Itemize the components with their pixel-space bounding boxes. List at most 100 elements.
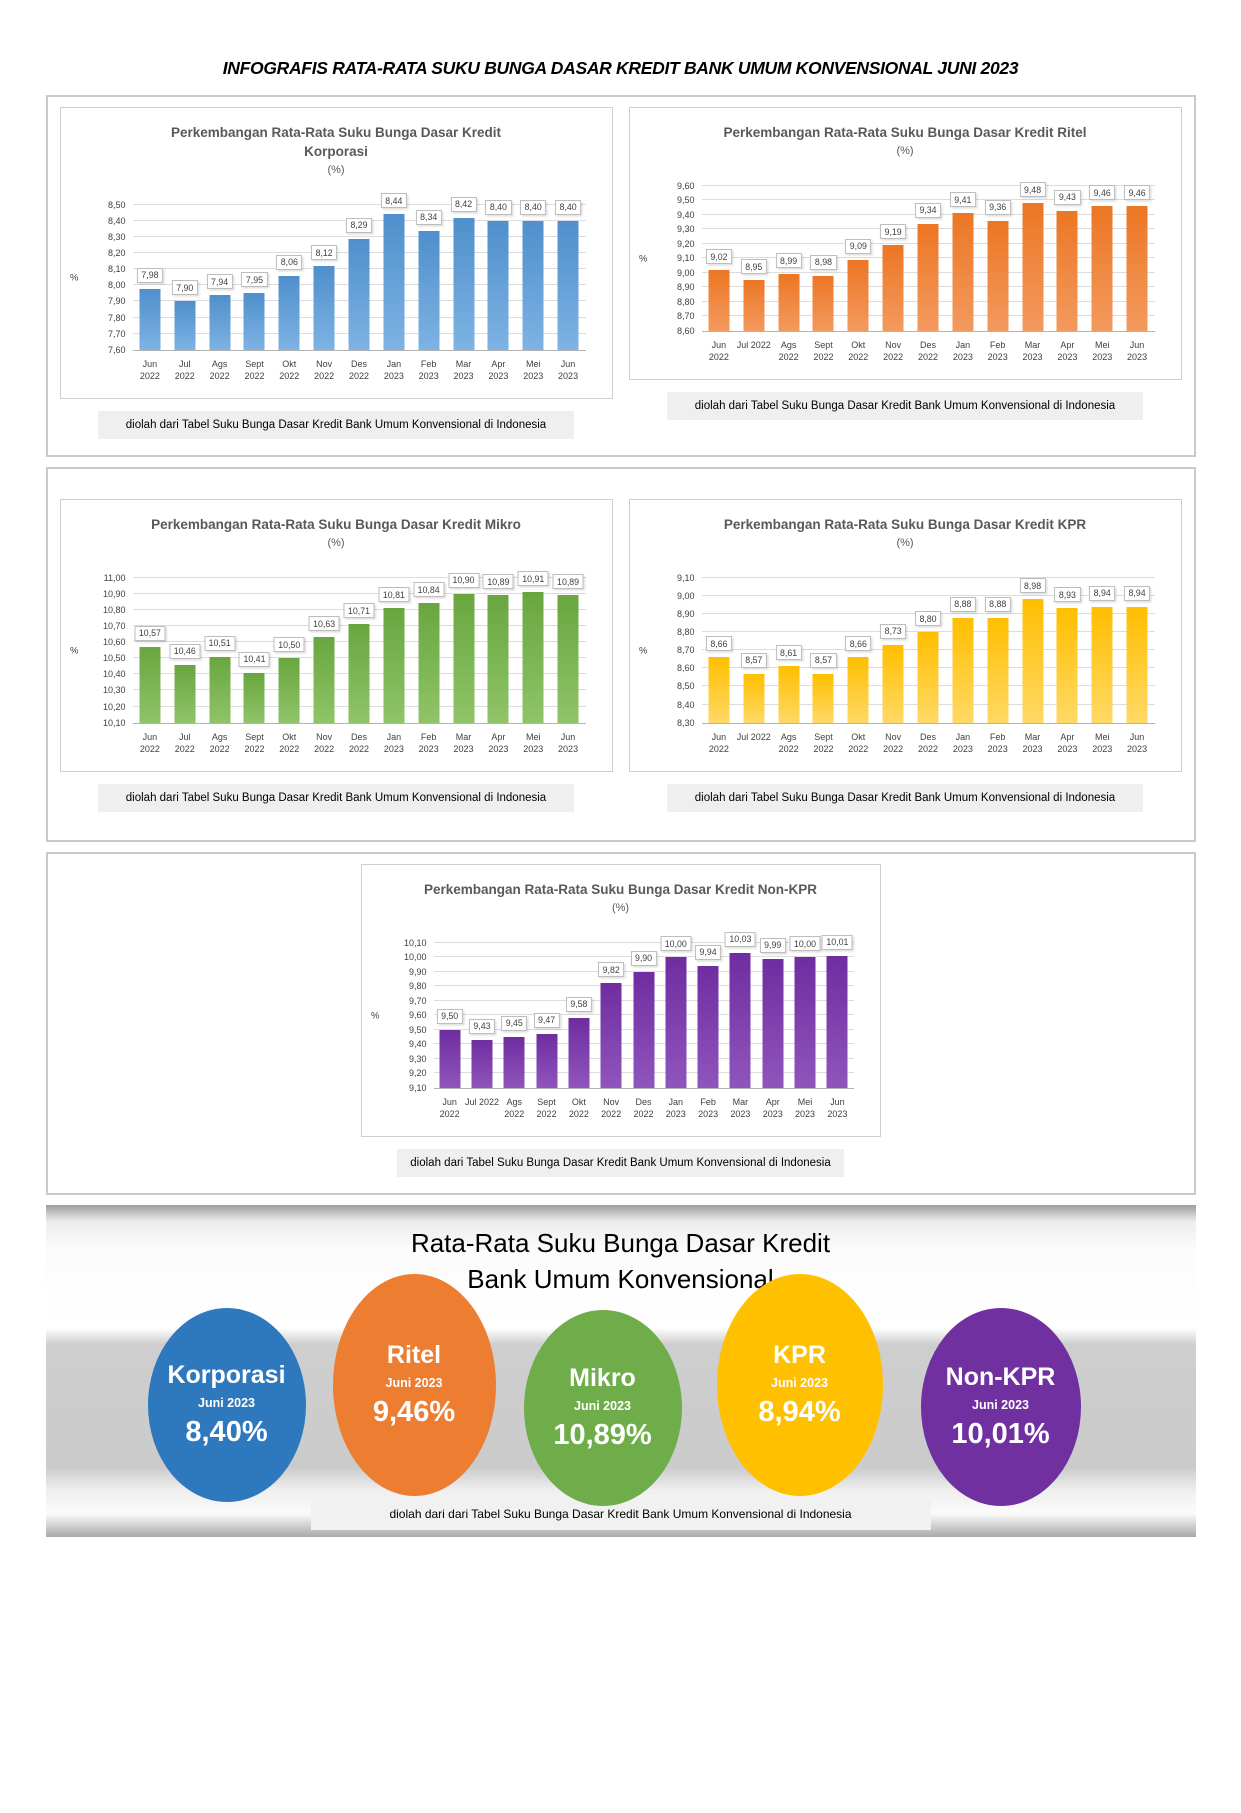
bar <box>453 593 475 723</box>
x-tick-label: Jun 2023 <box>558 358 579 382</box>
bar-value-label: 8,61 <box>775 645 802 661</box>
x-axis: Jun 2022 Jul 2022 Ags 2022 Sept 2022 Okt 2022 Nov 2… <box>133 354 586 388</box>
bar-value-label: 8,06 <box>276 254 303 270</box>
bar <box>1022 599 1044 723</box>
bar <box>882 644 904 723</box>
y-axis-title: % <box>639 645 648 657</box>
bar <box>174 301 196 350</box>
bar-value-label: 10,81 <box>378 587 410 603</box>
y-tick-label: 9,60 <box>408 1010 427 1021</box>
bar-value-label: 10,50 <box>273 637 305 653</box>
x-tick-label: Jan 2023 <box>665 1096 686 1120</box>
bar <box>503 1036 525 1088</box>
bar-value-label: 9,34 <box>914 202 942 218</box>
chart-subtitle-korporasi: (%) <box>327 163 345 176</box>
bar <box>418 230 440 350</box>
summary-bubbles: Korporasi Juni 2023 8,40% Ritel Juni 202… <box>46 1274 1196 1507</box>
y-tick-label: 10,10 <box>403 937 427 948</box>
chart-col-kpr: Perkembangan Rata-Rata Suku Bunga Dasar … <box>628 498 1182 812</box>
y-tick-label: 8,60 <box>676 325 695 336</box>
bar-value-label: 9,45 <box>501 1015 528 1031</box>
bar-value-label: 8,66 <box>845 636 872 652</box>
chart-subtitle-mikro: (%) <box>327 536 345 549</box>
x-tick-label: Jan 2023 <box>952 339 973 363</box>
bar-chart-mikro: % 10,10 10,20 10,30 10,40 10,50 10,60 10,70 10,8… <box>67 571 606 761</box>
x-tick-label: Jul 2022 <box>464 1096 499 1107</box>
bar-value-label: 10,01 <box>821 934 853 950</box>
bar-value-label: 8,40 <box>485 199 512 215</box>
x-tick-label: Jan 2023 <box>383 731 404 755</box>
summary-bubble-ritel: Ritel Juni 2023 9,46% <box>332 1274 496 1497</box>
y-tick-label: 10,20 <box>102 701 126 712</box>
bar-value-label: 8,44 <box>380 193 407 209</box>
y-tick-label: 9,40 <box>676 209 695 220</box>
x-tick-label: Okt 2022 <box>848 731 869 755</box>
bar-value-label: 7,94 <box>206 274 233 290</box>
gridline <box>132 592 586 594</box>
x-tick-label: Apr 2023 <box>762 1096 783 1120</box>
gridline <box>701 199 1155 201</box>
y-tick-label: 11,00 <box>103 572 126 583</box>
y-tick-label: 8,70 <box>676 311 695 322</box>
bubble-value: 10,89% <box>553 1419 652 1452</box>
bar-value-label: 10,90 <box>448 572 480 588</box>
chart-subtitle-kpr: (%) <box>896 536 914 549</box>
bar-chart-korporasi: % 7,60 7,70 7,80 7,90 8,00 8,10 8,20 8,30 8,40 8,5… <box>67 193 606 388</box>
bar-value-label: 8,40 <box>555 199 582 215</box>
bar <box>209 656 231 723</box>
bar-value-label: 9,46 <box>1124 185 1151 201</box>
chart-title-mikro: Perkembangan Rata-Rata Suku Bunga Dasar … <box>151 516 521 532</box>
bar <box>1126 206 1148 331</box>
summary-bubble-nonkpr: Non-KPR Juni 2023 10,01% <box>920 1308 1081 1507</box>
x-tick-label: Sept 2022 <box>244 358 265 382</box>
bar-value-label: 10,46 <box>169 643 201 659</box>
x-tick-label: Apr 2023 <box>1057 339 1078 363</box>
y-tick-label: 8,70 <box>676 645 695 656</box>
y-tick-label: 9,20 <box>408 1068 427 1079</box>
plot-area: % 8,30 8,40 8,50 8,60 8,70 8,80 8,90 9,00 9,10 8,6… <box>639 573 1155 728</box>
x-tick-label: Ags 2022 <box>504 1096 525 1120</box>
bar <box>348 624 370 723</box>
y-tick-label: 9,50 <box>408 1024 427 1035</box>
bar-value-label: 9,43 <box>1054 189 1081 205</box>
bar <box>278 658 300 723</box>
gridline <box>132 576 586 578</box>
bar-value-label: 10,89 <box>482 574 514 590</box>
bar <box>1022 203 1044 331</box>
x-tick-label: Feb 2023 <box>418 731 439 755</box>
y-tick-label: 9,30 <box>408 1053 427 1064</box>
x-tick-label: Mei 2023 <box>795 1096 816 1120</box>
bar <box>522 220 544 350</box>
x-tick-label: Ags 2022 <box>209 358 230 382</box>
bar-value-label: 9,43 <box>468 1018 496 1034</box>
x-tick-label: Nov 2022 <box>883 731 904 755</box>
bubble-period: Juni 2023 <box>574 1399 631 1414</box>
gridline <box>132 203 586 205</box>
plot-area: % 8,60 8,70 8,80 8,90 9,00 9,10 9,20 9,30 9,40 9,5… <box>639 181 1155 336</box>
bar <box>568 1017 590 1088</box>
bar-value-label: 9,90 <box>630 950 657 966</box>
bar-value-label: 8,12 <box>311 245 338 261</box>
y-axis-title: % <box>70 272 79 284</box>
chart-panel-nonkpr: Perkembangan Rata-Rata Suku Bunga Dasar … <box>360 863 881 1137</box>
x-tick-label: Mei 2023 <box>523 358 544 382</box>
y-tick-label: 10,00 <box>403 952 427 963</box>
y-tick-label: 8,80 <box>676 627 695 638</box>
bar <box>1126 606 1148 723</box>
bar <box>453 217 475 350</box>
chart-title-nonkpr: Perkembangan Rata-Rata Suku Bunga Dasar … <box>423 881 818 897</box>
x-tick-label: Jun 2023 <box>558 731 579 755</box>
bubble-period: Juni 2023 <box>198 1396 255 1411</box>
charts-row-3: Perkembangan Rata-Rata Suku Bunga Dasar … <box>45 851 1196 1195</box>
y-tick-label: 8,80 <box>676 296 695 307</box>
bar <box>665 957 687 1088</box>
gridline <box>701 184 1155 186</box>
bar <box>1091 606 1113 723</box>
bar <box>600 983 622 1088</box>
bar <box>439 1029 461 1088</box>
source-caption-korporasi: diolah dari Tabel Suku Bunga Dasar Kredi… <box>98 410 574 439</box>
bar-value-label: 8,88 <box>984 596 1011 612</box>
y-tick-label: 9,40 <box>408 1039 427 1050</box>
page-title: INFOGRAFIS RATA-RATA SUKU BUNGA DASAR KR… <box>222 58 1019 78</box>
bar <box>778 666 800 723</box>
